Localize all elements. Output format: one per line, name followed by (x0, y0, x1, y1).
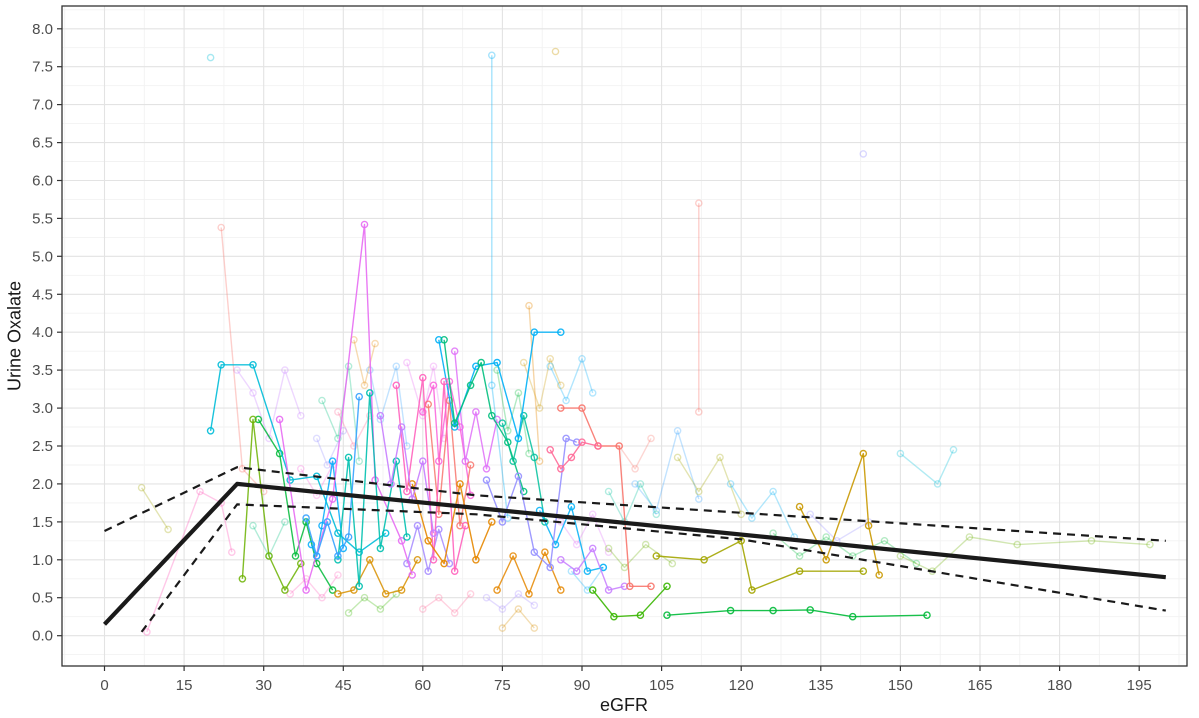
svg-text:4.0: 4.0 (32, 324, 53, 341)
svg-text:180: 180 (1047, 677, 1072, 694)
svg-text:3.5: 3.5 (32, 362, 53, 379)
svg-text:150: 150 (888, 677, 913, 694)
svg-text:1.5: 1.5 (32, 514, 53, 531)
svg-text:90: 90 (574, 677, 591, 694)
svg-text:30: 30 (255, 677, 272, 694)
svg-text:6.0: 6.0 (32, 173, 53, 190)
svg-text:105: 105 (649, 677, 674, 694)
svg-text:0.0: 0.0 (32, 628, 53, 645)
svg-text:5.5: 5.5 (32, 210, 53, 227)
svg-text:2.5: 2.5 (32, 438, 53, 455)
svg-text:4.5: 4.5 (32, 286, 53, 303)
svg-text:6.5: 6.5 (32, 135, 53, 152)
svg-text:7.5: 7.5 (32, 59, 53, 76)
y-axis-title: Urine Oxalate (4, 280, 25, 392)
svg-text:15: 15 (176, 677, 193, 694)
svg-text:0.5: 0.5 (32, 590, 53, 607)
svg-text:1.0: 1.0 (32, 552, 53, 569)
svg-text:7.0: 7.0 (32, 97, 53, 114)
svg-text:165: 165 (967, 677, 992, 694)
svg-text:8.0: 8.0 (32, 21, 53, 38)
svg-text:3.0: 3.0 (32, 400, 53, 417)
svg-text:75: 75 (494, 677, 511, 694)
svg-text:45: 45 (335, 677, 352, 694)
svg-text:5.0: 5.0 (32, 248, 53, 265)
svg-text:0: 0 (100, 677, 108, 694)
x-axis-title: eGFR (599, 695, 649, 715)
svg-text:135: 135 (808, 677, 833, 694)
svg-text:120: 120 (729, 677, 754, 694)
svg-text:60: 60 (414, 677, 431, 694)
svg-text:195: 195 (1127, 677, 1152, 694)
svg-text:2.0: 2.0 (32, 476, 53, 493)
